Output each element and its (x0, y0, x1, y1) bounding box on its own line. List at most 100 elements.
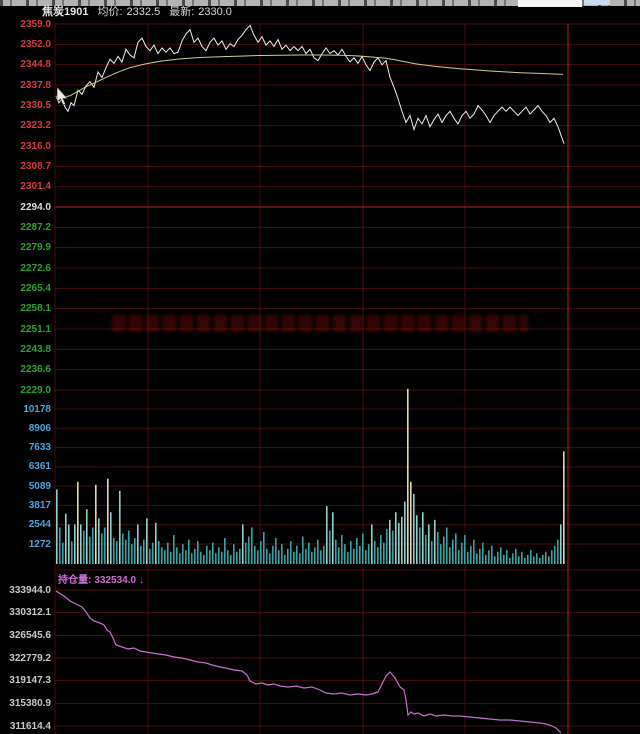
volume-bar (296, 545, 298, 564)
volume-bar (221, 551, 223, 564)
oi-axis-tick: 333944.0 (9, 584, 51, 596)
volume-bar (437, 532, 439, 564)
watermark (112, 315, 528, 332)
toolbar-button[interactable] (584, 0, 610, 5)
volume-bar (311, 551, 313, 564)
volume-bar (173, 535, 175, 564)
volume-bar (443, 536, 445, 564)
volume-bar (77, 481, 79, 564)
volume-bar (323, 545, 325, 564)
volume-bar (338, 547, 340, 564)
price-axis-tick: 2258.1 (20, 303, 51, 315)
volume-bar (341, 535, 343, 564)
toolbar-search-input[interactable] (518, 0, 582, 7)
volume-bar (521, 551, 523, 564)
volume-bar (71, 541, 73, 564)
oi-axis-tick: 319147.3 (9, 675, 51, 687)
volume-axis-tick: 3817 (28, 499, 51, 511)
volume-bar (377, 547, 379, 564)
volume-bar (401, 516, 403, 564)
volume-bar (98, 518, 100, 564)
volume-bar (116, 541, 118, 564)
volume-bar (344, 544, 346, 564)
volume-bar (62, 542, 64, 564)
volume-bar (392, 530, 394, 564)
open-interest-value: 332534.0 (94, 575, 137, 586)
price-axis-tick: 2301.4 (20, 181, 51, 193)
volume-bar (86, 509, 88, 564)
oi-axis-tick: 326545.6 (9, 629, 51, 641)
volume-bar (125, 539, 127, 564)
volume-bar (188, 539, 190, 564)
volume-bar (527, 554, 529, 564)
open-interest-readout: 持仓量: 332534.0 ↓ (58, 574, 144, 587)
volume-bar (368, 544, 370, 564)
volume-bar (56, 489, 58, 564)
volume-bar (65, 513, 67, 564)
volume-bar (446, 527, 448, 564)
volume-bar (152, 542, 154, 564)
volume-axis-tick: 8906 (28, 422, 51, 434)
volume-bar (470, 545, 472, 564)
volume-bar (293, 551, 295, 564)
volume-bar (389, 519, 391, 564)
volume-bar (236, 551, 238, 564)
volume-bar (404, 501, 406, 564)
price-axis-tick: 2359.0 (20, 18, 51, 30)
volume-bar (290, 541, 292, 564)
volume-bar (287, 548, 289, 564)
volume-bar (269, 553, 271, 564)
volume-bar (359, 545, 361, 564)
volume-bar (455, 533, 457, 564)
volume-bar (128, 530, 130, 564)
volume-bar (419, 527, 421, 564)
volume-bar (494, 556, 496, 564)
volume-bar (134, 538, 136, 564)
volume-bar (92, 527, 94, 564)
volume-bar (503, 554, 505, 564)
volume-bar (413, 493, 415, 564)
volume-bar (395, 512, 397, 564)
volume-axis-tick: 5089 (28, 480, 51, 492)
volume-bar (260, 541, 262, 564)
volume-bar (485, 554, 487, 564)
price-axis-tick: 2352.0 (20, 38, 51, 50)
volume-bar (479, 548, 481, 564)
volume-bar (512, 553, 514, 564)
volume-bar (314, 547, 316, 564)
avg-price-label: 均价: (97, 6, 123, 18)
volume-bar (263, 532, 265, 564)
volume-bar (197, 541, 199, 564)
volume-bar (209, 550, 211, 564)
volume-bar (206, 545, 208, 564)
price-axis-tick: 2229.0 (20, 384, 51, 396)
volume-bar (347, 551, 349, 564)
price-axis-tick: 2294.0 (20, 201, 51, 213)
volume-bar (473, 539, 475, 564)
volume-axis-tick: 2544 (28, 519, 51, 531)
price-axis-tick: 2337.8 (20, 79, 51, 91)
volume-bar (557, 539, 559, 564)
volume-bar (200, 551, 202, 564)
volume-bar (149, 548, 151, 564)
volume-bar (320, 550, 322, 564)
oi-axis-tick: 322779.2 (9, 652, 51, 664)
volume-bar (179, 553, 181, 564)
top-toolbar[interactable] (0, 0, 640, 7)
volume-bar (119, 490, 121, 564)
volume-bar (266, 548, 268, 564)
volume-bar (299, 553, 301, 564)
volume-bar (467, 551, 469, 564)
volume-axis-tick: 1272 (28, 538, 51, 550)
volume-bar (137, 524, 139, 564)
last-price-value: 2330.0 (198, 6, 232, 18)
volume-bar (158, 541, 160, 564)
volume-bar (536, 553, 538, 564)
volume-bar (524, 557, 526, 564)
volume-bar (518, 556, 520, 564)
volume-bar (308, 542, 310, 564)
volume-bar (365, 550, 367, 564)
price-axis-tick: 2344.8 (20, 59, 51, 71)
